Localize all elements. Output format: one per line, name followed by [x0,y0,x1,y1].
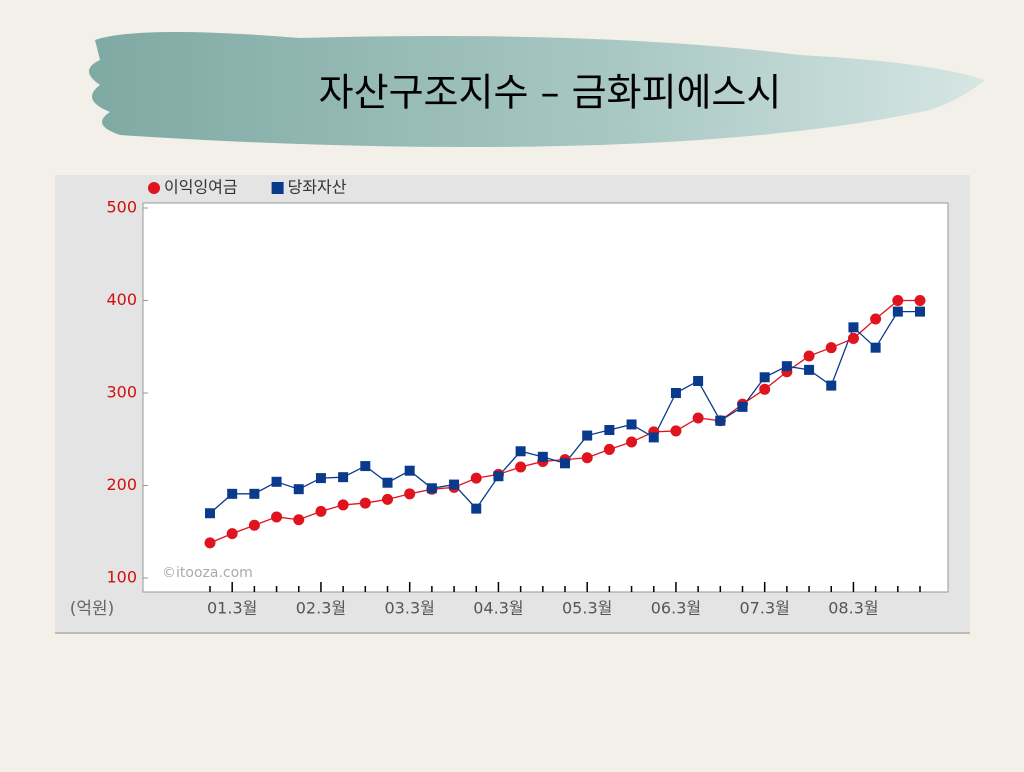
marker [293,484,304,495]
marker [715,415,726,426]
marker [759,383,771,395]
marker [338,472,349,483]
marker [315,505,327,517]
legend-swatch [271,182,284,194]
marker [915,306,925,317]
y-tick-label: 500 [106,198,137,217]
marker [249,488,260,499]
marker [337,499,349,511]
x-tick-label: 03.3월 [385,599,435,618]
x-tick-label: 04.3월 [473,599,523,618]
marker [803,350,815,362]
slide-title: 자산구조지수 – 금화피에스시 [319,71,782,115]
title-brush [89,31,985,148]
marker [382,477,393,488]
y-unit: (억원) [70,599,115,619]
marker [825,342,837,354]
legend-swatch [148,182,160,194]
marker [204,537,216,549]
marker [449,479,460,490]
marker [914,295,926,306]
marker [870,313,882,325]
marker [759,372,770,383]
x-tick-label: 07.3월 [740,599,790,618]
marker [581,452,593,464]
marker [426,483,437,494]
marker [404,488,416,500]
legend-label: 이익잉여금 [164,178,238,197]
marker [870,342,881,353]
marker [493,471,504,482]
x-tick-label: 06.3월 [651,599,701,618]
marker [892,295,904,306]
marker [205,508,215,519]
watermark: ©itooza.com [162,565,253,581]
marker [892,306,903,317]
marker [804,364,815,375]
marker [248,519,260,531]
marker [670,388,681,398]
marker [737,401,748,412]
marker [648,432,659,443]
marker [515,446,526,457]
marker [626,436,638,448]
plot: 100 200 300 400 500 01.3월 02.3월 03.3월 04.3월 05.3월… [106,178,926,618]
marker [603,443,615,455]
x-tick-label: 01.3월 [207,599,257,618]
marker [404,465,415,476]
marker [227,488,238,499]
marker [315,473,326,484]
x-tick-label: 08.3월 [828,599,878,618]
y-tick-label: 400 [106,290,137,309]
marker [382,493,393,505]
x-tick-label: 02.3월 [296,599,346,618]
legend-label: 당좌자산 [288,178,347,197]
y-tick-label: 100 [106,568,137,587]
marker [604,425,615,435]
y-tick-label: 200 [106,475,137,494]
plot-area [142,202,949,593]
marker [670,425,682,437]
marker [693,375,704,386]
marker [847,332,859,344]
marker [470,472,482,484]
marker [582,430,593,441]
marker [826,380,837,391]
marker [271,476,282,487]
marker [293,514,305,526]
marker [692,412,704,424]
marker [471,503,482,514]
marker [271,511,283,523]
marker [226,528,238,540]
marker [848,322,859,333]
marker [781,361,792,372]
y-tick-label: 300 [106,383,137,402]
marker [537,451,548,462]
marker [360,461,371,472]
marker [359,497,371,509]
x-tick-label: 05.3월 [562,599,612,618]
marker [626,419,637,430]
marker [515,461,527,473]
marker [560,458,570,469]
